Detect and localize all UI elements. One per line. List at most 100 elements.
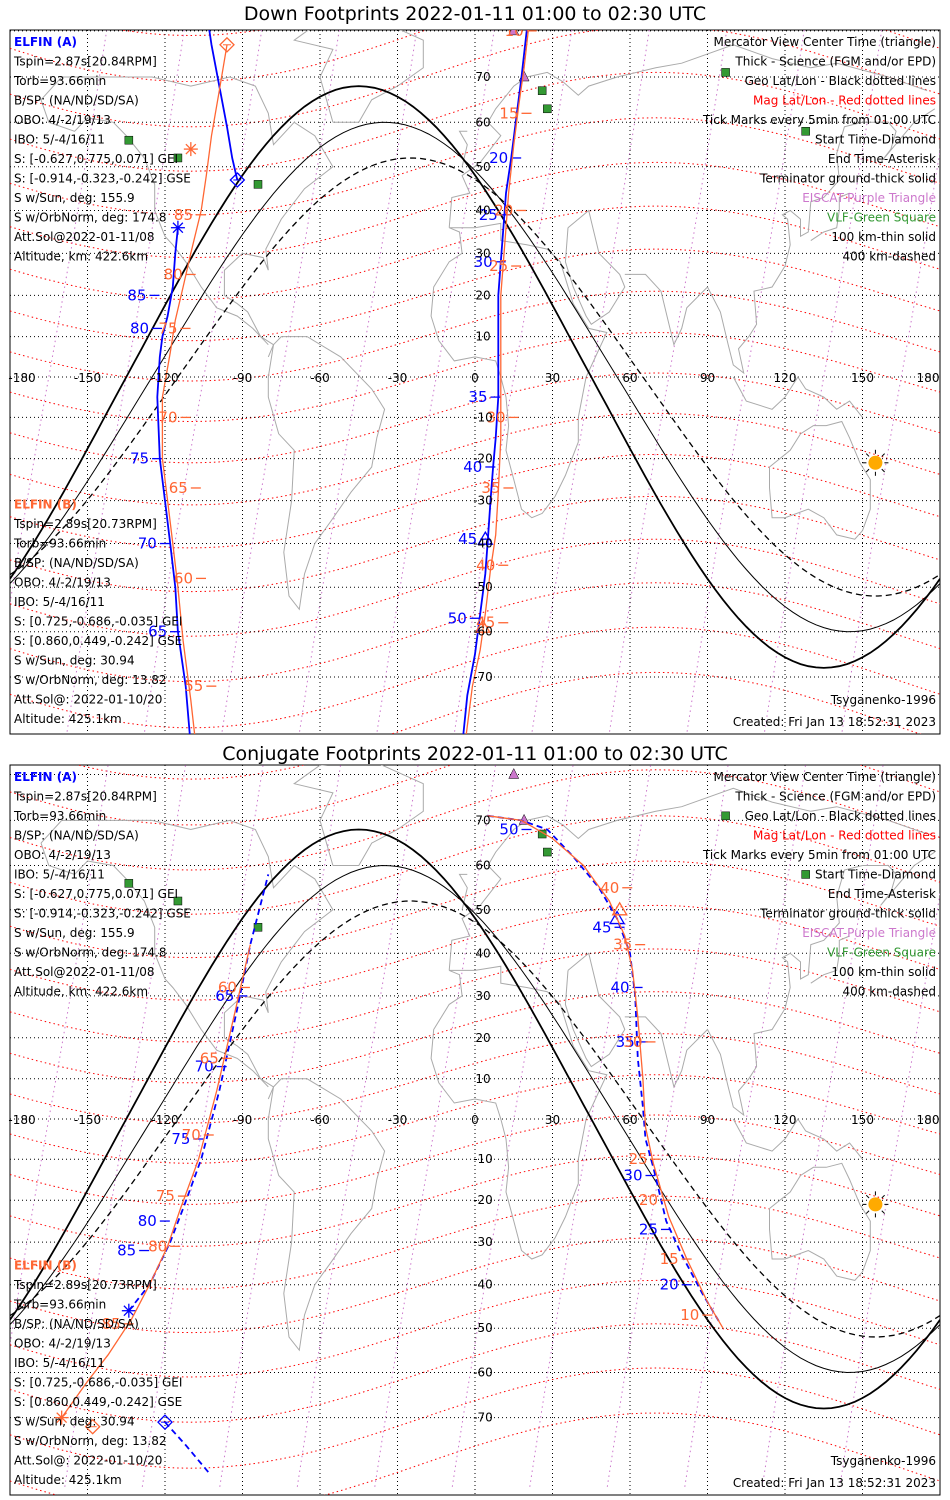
mag-meridian-line — [529, 765, 652, 1487]
tick-label: 75 — [156, 1187, 175, 1205]
coastline — [40, 819, 334, 1100]
elfin-a-info-line: B/SP: (NA/ND/SD/SA) — [14, 829, 139, 843]
tick-label: 10 — [505, 22, 524, 40]
mag-meridian-line — [298, 30, 418, 734]
y-tick-label: -10 — [473, 410, 493, 424]
y-tick-label: 70 — [475, 813, 490, 827]
mag-meridian-line — [451, 765, 574, 1487]
elfin-b-info-line: S w/OrbNorm, deg: 13.82 — [14, 673, 166, 687]
elfin-a-info-line: B/SP: (NA/ND/SD/SA) — [14, 94, 139, 108]
legend-line: End Time-Asterisk — [828, 152, 936, 166]
coastline — [769, 1162, 871, 1281]
elfin-a-info-line: S w/OrbNorm, deg: 174.8 — [14, 946, 166, 960]
orbit-track-a — [487, 814, 722, 1325]
y-tick-label: 20 — [475, 288, 490, 302]
tick-label: 45 — [476, 614, 495, 632]
tick-label: 15 — [515, 0, 534, 2]
tick-label: 70 — [195, 1058, 214, 1076]
coastline — [430, 965, 608, 1260]
legend-line: Geo Lat/Lon - Black dotted lines — [745, 809, 936, 823]
tick-label: 70 — [158, 408, 177, 426]
tick-label: 65 — [148, 623, 167, 641]
coastline — [624, 108, 936, 375]
mag-meridian-line — [763, 30, 883, 734]
elfin-b-info-line: OBO: 4/-2/19/13 — [14, 1337, 111, 1351]
sun-ray — [881, 468, 885, 473]
x-tick-label: -120 — [151, 1113, 178, 1127]
mag-latitude-line — [10, 1195, 940, 1290]
legend-line: 400 km-dashed — [842, 985, 936, 999]
x-tick-label: 0 — [471, 1113, 479, 1127]
map-group: 8580757065152025303540455085807570656055… — [8, 0, 941, 735]
created-timestamp: Created: Fri Jan 13 18:52:31 2023 — [733, 715, 936, 729]
elfin-b-info-line: S: [0.860,0.449,-0.242] GSE — [14, 1395, 182, 1409]
tick-label: 30 — [623, 1167, 642, 1185]
coastline — [293, 30, 424, 123]
tick-label: 65 — [200, 1049, 219, 1067]
elfin-a-info-line: S w/Sun, deg: 155.9 — [14, 926, 135, 940]
vlf-station-marker — [253, 180, 263, 189]
y-tick-label: -30 — [473, 494, 493, 508]
elfin-a-info-line: Altitude, km: 422.6km — [14, 985, 148, 999]
orbit-track-a — [164, 1421, 210, 1474]
elfin-a-info-line: S w/OrbNorm, deg: 174.8 — [14, 211, 166, 225]
vlf-station-marker — [124, 879, 134, 888]
legend-line: Tick Marks every 5min from 01:00 UTC — [702, 848, 936, 862]
x-tick-label: 30 — [545, 1113, 560, 1127]
x-tick-label: 180 — [917, 371, 940, 385]
sun-ray — [881, 1210, 885, 1214]
center-time-triangle-marker — [474, 618, 491, 633]
mag-meridian-line — [64, 765, 187, 1487]
mag-meridian-line — [143, 30, 263, 734]
coastline — [810, 935, 850, 984]
elfin-b-info-line: Altitude: 425.1km — [14, 1473, 122, 1487]
elfin-a-info-line: Altitude, km: 422.6km — [14, 250, 148, 264]
vlf-station-marker — [124, 135, 134, 145]
y-tick-label: -10 — [473, 1152, 493, 1166]
chart-title: Conjugate Footprints 2022-01-11 01:00 to… — [222, 743, 728, 765]
y-tick-label: 10 — [475, 1072, 490, 1086]
y-tick-label: -40 — [473, 1278, 493, 1292]
plot-area: 8580757065504540353025208580757065604035… — [10, 765, 940, 1495]
legend-line: Mercator View Center Time (triangle) — [714, 35, 936, 49]
tick-label: 80 — [148, 1237, 167, 1255]
tick-label: 35 — [468, 388, 487, 406]
elfin-a-info-line: IBO: 5/-4/16/11 — [14, 133, 105, 147]
mag-latitude-line — [10, 331, 940, 423]
elfin-b-info-line: S: [0.725,-0.686,-0.035] GEI — [14, 1376, 182, 1390]
end-asterisk-marker — [185, 143, 197, 155]
mag-latitude-line — [10, 453, 940, 549]
legend-line: Start Time-Diamond — [815, 868, 936, 882]
mag-meridian-line — [841, 147, 940, 734]
start-diamond-marker — [84, 1418, 101, 1435]
mag-latitude-line — [10, 30, 940, 83]
legend-line: End Time-Asterisk — [828, 887, 936, 901]
elfin-b-info-line: OBO: 4/-2/19/13 — [14, 576, 111, 590]
elfin-b-info-line: Att.Sol@: 2022-01-10/20 — [14, 1454, 162, 1468]
tick-label: 40 — [463, 458, 482, 476]
y-tick-label: -60 — [473, 1365, 493, 1379]
coastline — [564, 209, 626, 326]
legend-line: 400 km-dashed — [842, 250, 936, 264]
y-tick-label: -40 — [473, 537, 493, 551]
vlf-station-marker — [537, 86, 547, 95]
tick-label: 25 — [479, 206, 498, 224]
tick-label: 20 — [489, 149, 508, 167]
tick-label: 20 — [639, 1191, 658, 1209]
tick-label: 25 — [629, 1150, 648, 1168]
tick-label: 40 — [476, 556, 495, 574]
tick-label: 75 — [171, 1130, 190, 1148]
mag-latitude-line — [10, 1237, 940, 1334]
mag-meridian-line — [608, 30, 728, 734]
mag-meridian-line — [531, 30, 650, 734]
created-timestamp: Created: Fri Jan 13 18:52:31 2023 — [733, 1476, 936, 1490]
sun-ray — [881, 453, 885, 457]
x-tick-label: 120 — [774, 1113, 797, 1127]
y-tick-label: 60 — [475, 115, 490, 129]
y-tick-label: 30 — [475, 246, 490, 260]
elfin-b-name: ELFIN (B) — [14, 498, 77, 512]
elfin-a-name: ELFIN (A) — [14, 770, 77, 784]
mag-meridian-line — [761, 765, 884, 1487]
elfin-a-info-line: S: [-0.627,0.775,0.071] GEI — [14, 152, 178, 166]
y-tick-label: 60 — [475, 859, 490, 873]
